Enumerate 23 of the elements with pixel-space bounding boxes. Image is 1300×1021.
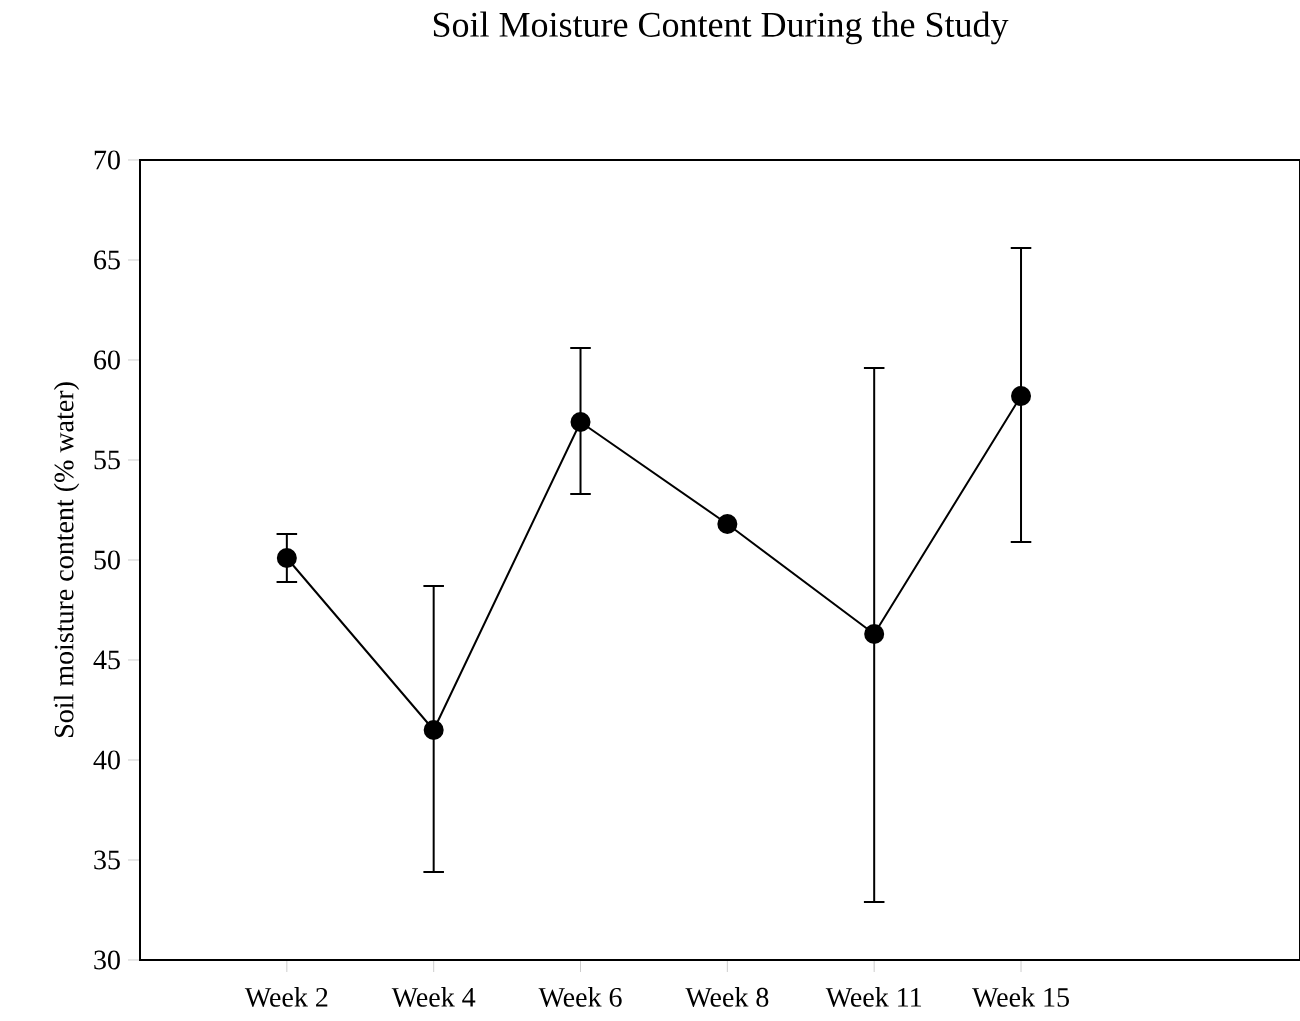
y-tick-label: 50 [94,550,120,570]
y-tick-label: 45 [93,650,120,670]
point [864,623,885,644]
x-tick-label: Week 2 [244,987,328,1007]
y-tick-label: 30 [94,950,120,970]
point [1011,385,1032,406]
y-tick-label: 35 [94,850,120,870]
y-tick-label: 55 [94,450,120,470]
x-tick-label: Week 15 [972,987,1069,1007]
chart-title: Soil Moisture Content During the Study [433,11,1009,45]
y-tick-label: 70 [94,150,120,170]
x-tick-label: Week 11 [825,987,922,1007]
x-tick-label: Week 8 [685,987,769,1007]
x-tick-label: Week 4 [391,987,476,1007]
y-tick-label: 40 [93,750,120,770]
y-axis-title: Soil moisture content (% water) [53,382,80,737]
y-tick-label: 65 [94,250,120,270]
y-tick-label: 60 [94,350,120,370]
point [717,513,738,534]
point [276,547,297,568]
point [423,719,444,740]
point [570,411,591,432]
x-tick-label: Week 6 [538,987,622,1007]
